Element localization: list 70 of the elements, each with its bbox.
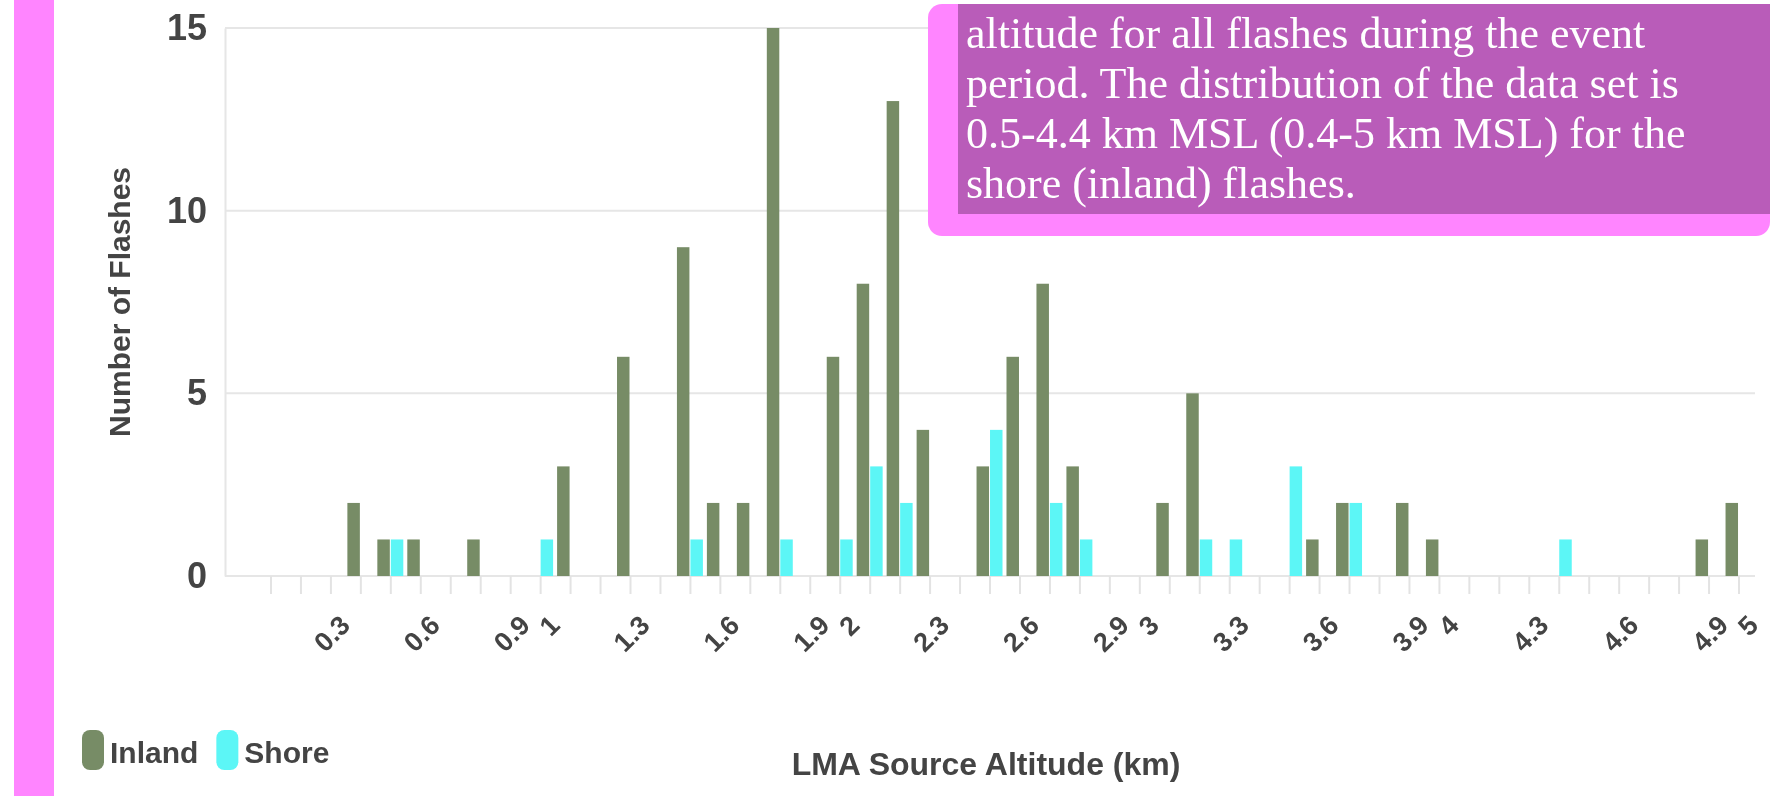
bar (1425, 539, 1439, 576)
bar (1695, 539, 1709, 576)
bar (1156, 502, 1169, 576)
bar (840, 539, 853, 576)
bar (1349, 502, 1363, 576)
bar (976, 466, 990, 576)
x-tick-label: 2 (833, 609, 866, 642)
x-tick-label: 4.9 (1686, 609, 1735, 658)
legend-label: Inland (110, 736, 199, 769)
x-tick-label: 4 (1432, 609, 1465, 642)
annotation: altitude for all flashes during the event period. The distribution of the data set is 0.5-4.4 km MSL (0.4-5 km MSL) for the shore (inland) flashes. (966, 9, 1686, 208)
x-tick-label: 0.9 (487, 609, 536, 658)
x-tick-label: 1.3 (607, 609, 656, 658)
x-tick-label: 3 (1133, 609, 1165, 642)
y-tick-label: 10 (166, 189, 207, 231)
bar (736, 502, 750, 576)
y-tick-label: 0 (186, 555, 207, 597)
x-tick-label: 2.9 (1087, 609, 1135, 658)
x-tick-label: 4.3 (1506, 609, 1555, 658)
bar (1199, 539, 1213, 576)
bar (1395, 502, 1409, 576)
bar (1079, 539, 1093, 576)
x-tick-label: 3.9 (1386, 609, 1435, 658)
bar (1066, 466, 1079, 576)
x-tick-label: 3.6 (1296, 609, 1345, 658)
bar (390, 539, 404, 576)
bar (617, 356, 630, 576)
bar (1559, 539, 1572, 576)
bar (1229, 539, 1243, 576)
bar (347, 502, 360, 576)
bar (826, 356, 840, 576)
bar (557, 466, 570, 576)
bar (467, 539, 480, 576)
bar (1336, 502, 1349, 576)
bar (1306, 539, 1319, 576)
x-tick-label: 0.3 (308, 609, 356, 658)
bar (540, 539, 554, 576)
x-tick-label: 4.6 (1596, 609, 1645, 658)
x-axis-title: LMA Source Altitude (km) (791, 746, 1181, 782)
y-tick-label: 15 (166, 7, 207, 49)
bar (856, 283, 870, 576)
bar (706, 502, 720, 576)
y-tick-label: 5 (186, 372, 207, 414)
bar (900, 502, 913, 576)
bar (1186, 393, 1199, 576)
bar (1725, 502, 1739, 576)
bar (407, 539, 420, 576)
bar (1289, 466, 1303, 576)
bar (780, 539, 793, 576)
bar (766, 28, 780, 576)
x-tick-label: 1 (533, 609, 566, 642)
bar (916, 429, 930, 576)
bar (676, 247, 690, 576)
bar (1006, 356, 1019, 576)
bar (377, 539, 390, 576)
bar (990, 429, 1003, 576)
bar (1036, 283, 1049, 576)
x-tick-label: 2.6 (997, 609, 1046, 658)
x-tick-label: 0.6 (398, 609, 446, 658)
x-tick-label: 5 (1732, 609, 1765, 642)
x-tick-label: 1.6 (697, 609, 746, 658)
legend-label: Shore (244, 736, 330, 769)
bar (1049, 502, 1063, 576)
bar (886, 101, 900, 576)
y-axis-title: Number of Flashes (103, 166, 136, 438)
x-tick-label: 1.9 (787, 609, 836, 658)
x-tick-label: 2.3 (907, 609, 956, 658)
x-tick-label: 3.3 (1207, 609, 1255, 658)
bar (870, 466, 883, 576)
bar (690, 539, 703, 576)
